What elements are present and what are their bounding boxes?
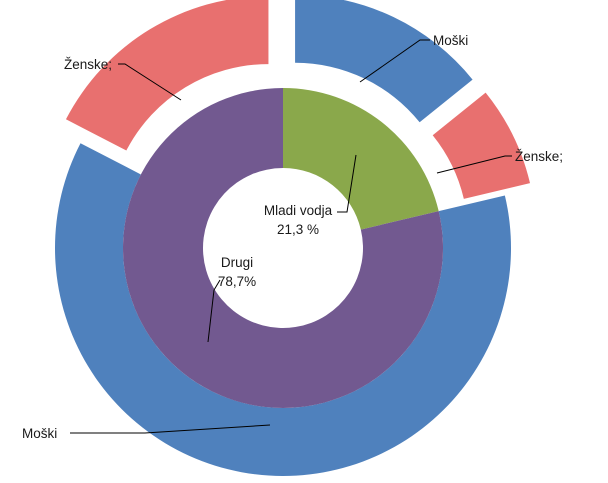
label-outer-moski-top-text: Moški [433, 33, 468, 48]
outer-slice-zenske-mladi-vodja [432, 92, 531, 199]
label-inner-drugi: Drugi 78,7% [207, 255, 256, 343]
inner-slice-drugi [123, 88, 444, 408]
chart-labels: Moški Ženske; Moški Ženske; Mladi vodja … [22, 33, 563, 441]
inner-slice-mladi-vodja [283, 88, 439, 230]
label-inner-mladi-vodja-value: 21,3 % [277, 222, 319, 237]
label-outer-moski-bottom-text: Moški [22, 426, 57, 441]
outer-slice-zenske-drugi [65, 0, 269, 151]
label-outer-moski-bottom: Moški [22, 424, 271, 441]
label-outer-zenske-left-text: Ženske; [64, 57, 112, 72]
outer-ring [55, 0, 531, 476]
label-outer-zenske-right: Ženske; [436, 149, 563, 174]
label-inner-drugi-value: 78,7% [218, 274, 256, 289]
label-outer-zenske-right-text: Ženske; [515, 149, 563, 164]
label-outer-zenske-left: Ženske; [64, 57, 182, 101]
label-outer-moski-top: Moški [359, 33, 468, 83]
label-inner-mladi-vodja: Mladi vodja 21,3 % [264, 154, 357, 237]
inner-ring [123, 88, 444, 408]
label-inner-drugi-name: Drugi [221, 255, 253, 270]
outer-slice-moski-mladi-vodja [295, 0, 473, 123]
outer-slice-moski-drugi [55, 143, 512, 476]
label-inner-mladi-vodja-name: Mladi vodja [264, 203, 333, 218]
